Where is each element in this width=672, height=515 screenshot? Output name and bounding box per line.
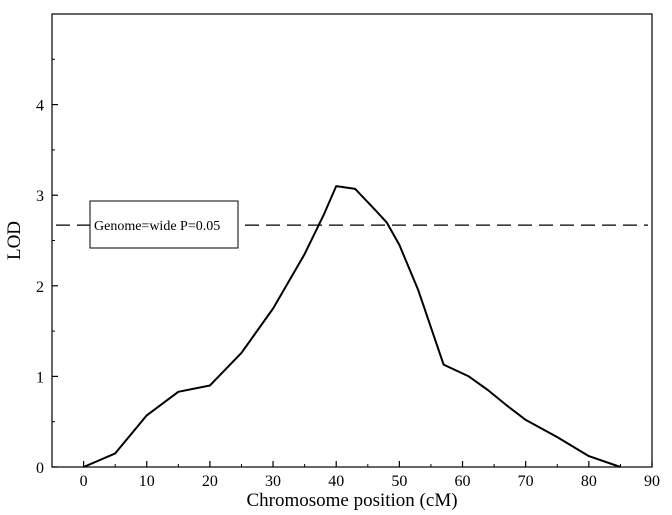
y-tick-label: 0 xyxy=(36,460,44,477)
y-axis-ticks: 0 1 2 3 4 xyxy=(36,58,58,477)
plot-frame xyxy=(51,13,653,468)
x-axis-title: Chromosome position (cM) xyxy=(246,490,457,511)
y-tick-label: 3 xyxy=(36,188,44,205)
x-tick-label: 10 xyxy=(139,473,155,490)
threshold-annotation-label: Genome=wide P=0.05 xyxy=(94,219,220,234)
x-tick-label: 90 xyxy=(644,473,660,490)
y-tick-label: 2 xyxy=(36,279,44,296)
x-tick-label: 0 xyxy=(80,473,88,490)
x-tick-label: 80 xyxy=(581,473,597,490)
lod-curve xyxy=(83,185,621,468)
x-tick-label: 40 xyxy=(328,473,344,490)
threshold-annotation-box xyxy=(89,200,239,249)
x-tick-label: 60 xyxy=(455,473,471,490)
x-tick-label: 70 xyxy=(518,473,534,490)
x-tick-label: 50 xyxy=(391,473,407,490)
x-tick-label: 30 xyxy=(265,473,281,490)
y-tick-label: 1 xyxy=(36,369,44,386)
x-axis-ticks: 0 10 20 30 40 50 60 70 80 90 xyxy=(51,461,660,490)
y-axis-title: LOD xyxy=(4,221,25,260)
y-tick-label: 4 xyxy=(36,98,44,115)
x-tick-label: 20 xyxy=(202,473,218,490)
